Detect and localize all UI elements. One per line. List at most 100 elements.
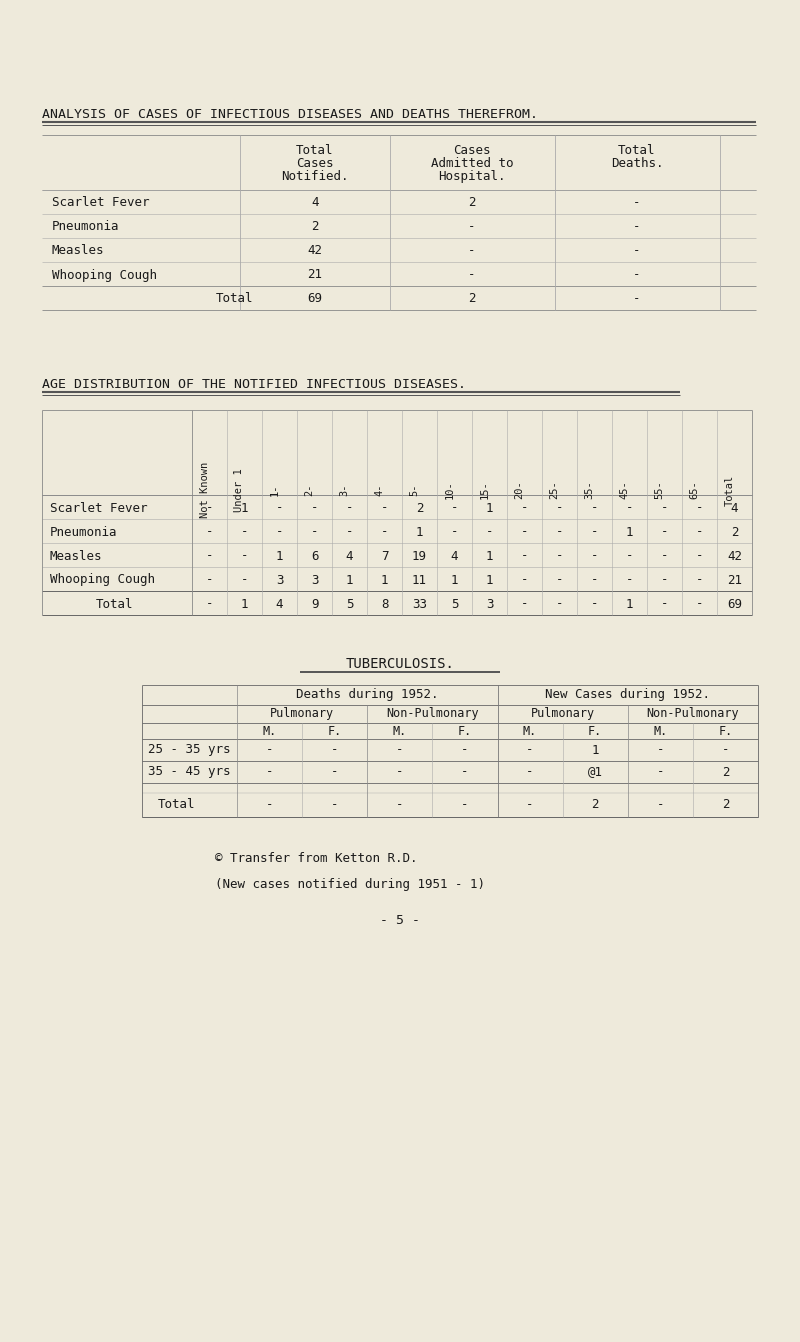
Text: Hospital.: Hospital. — [438, 170, 506, 183]
Text: -: - — [206, 502, 214, 514]
Text: TUBERCULOSIS.: TUBERCULOSIS. — [346, 658, 454, 671]
Text: © Transfer from Ketton R.D.: © Transfer from Ketton R.D. — [215, 852, 418, 866]
Text: 2: 2 — [468, 196, 476, 209]
Text: M.: M. — [523, 725, 537, 738]
Text: -: - — [486, 526, 494, 538]
Text: Total: Total — [216, 293, 254, 306]
Text: 1: 1 — [346, 573, 354, 586]
Text: -: - — [556, 526, 563, 538]
Text: -: - — [346, 526, 354, 538]
Text: Pulmonary: Pulmonary — [270, 707, 334, 721]
Text: -: - — [276, 526, 283, 538]
Text: -: - — [206, 549, 214, 562]
Text: 4: 4 — [346, 549, 354, 562]
Text: -: - — [657, 765, 664, 778]
Text: -: - — [521, 573, 528, 586]
Text: Cases: Cases — [296, 157, 334, 170]
Text: 1: 1 — [486, 549, 494, 562]
Text: -: - — [526, 798, 534, 812]
Text: -: - — [331, 765, 338, 778]
Text: -: - — [661, 502, 668, 514]
Text: -: - — [590, 573, 598, 586]
Text: -: - — [468, 268, 476, 282]
Text: -: - — [468, 244, 476, 258]
Text: Measles: Measles — [50, 549, 102, 562]
Text: -: - — [696, 502, 703, 514]
Text: -: - — [556, 549, 563, 562]
Text: 2-: 2- — [305, 483, 314, 497]
Text: - 5 -: - 5 - — [380, 914, 420, 927]
Text: 1: 1 — [626, 597, 634, 611]
Text: -: - — [396, 765, 403, 778]
Text: -: - — [521, 549, 528, 562]
Text: 11: 11 — [412, 573, 427, 586]
Text: 6: 6 — [310, 549, 318, 562]
Text: 45-: 45- — [619, 480, 630, 499]
Text: -: - — [381, 502, 388, 514]
Text: 55-: 55- — [654, 480, 665, 499]
Text: -: - — [556, 502, 563, 514]
Text: 3: 3 — [486, 597, 494, 611]
Text: -: - — [526, 743, 534, 757]
Text: -: - — [634, 293, 641, 306]
Text: 69: 69 — [307, 293, 322, 306]
Text: 42: 42 — [727, 549, 742, 562]
Text: 2: 2 — [591, 798, 599, 812]
Text: -: - — [657, 743, 664, 757]
Text: -: - — [266, 765, 274, 778]
Text: 2: 2 — [311, 220, 318, 234]
Text: 3-: 3- — [339, 483, 350, 497]
Text: -: - — [634, 268, 641, 282]
Text: F.: F. — [458, 725, 472, 738]
Text: 1: 1 — [486, 573, 494, 586]
Text: -: - — [634, 244, 641, 258]
Text: -: - — [241, 573, 248, 586]
Text: M.: M. — [653, 725, 667, 738]
Text: -: - — [331, 798, 338, 812]
Text: -: - — [634, 196, 641, 209]
Text: -: - — [521, 597, 528, 611]
Text: -: - — [661, 549, 668, 562]
Text: -: - — [696, 597, 703, 611]
Text: 2: 2 — [722, 798, 729, 812]
Text: -: - — [521, 526, 528, 538]
Text: 25 - 35 yrs: 25 - 35 yrs — [148, 743, 230, 757]
Text: 1: 1 — [276, 549, 283, 562]
Text: 1: 1 — [486, 502, 494, 514]
Text: 1: 1 — [241, 597, 248, 611]
Text: 42: 42 — [307, 244, 322, 258]
Text: 3: 3 — [310, 573, 318, 586]
Text: -: - — [450, 502, 458, 514]
Text: Scarlet Fever: Scarlet Fever — [50, 502, 147, 514]
Text: Total: Total — [725, 474, 734, 506]
Text: -: - — [381, 526, 388, 538]
Text: -: - — [556, 597, 563, 611]
Text: Whooping Cough: Whooping Cough — [52, 268, 157, 282]
Text: 21: 21 — [307, 268, 322, 282]
Text: Total: Total — [296, 144, 334, 157]
Text: @1: @1 — [588, 765, 602, 778]
Text: Pulmonary: Pulmonary — [530, 707, 594, 721]
Text: -: - — [661, 573, 668, 586]
Text: ANALYSIS OF CASES OF INFECTIOUS DISEASES AND DEATHS THEREFROM.: ANALYSIS OF CASES OF INFECTIOUS DISEASES… — [42, 107, 538, 121]
Text: -: - — [461, 743, 469, 757]
Text: F.: F. — [588, 725, 602, 738]
Text: M.: M. — [262, 725, 277, 738]
Text: -: - — [241, 526, 248, 538]
Text: -: - — [590, 526, 598, 538]
Text: -: - — [657, 798, 664, 812]
Text: 5: 5 — [450, 597, 458, 611]
Text: Deaths during 1952.: Deaths during 1952. — [296, 688, 438, 701]
Text: -: - — [241, 549, 248, 562]
Text: -: - — [206, 526, 214, 538]
Text: -: - — [696, 573, 703, 586]
Text: Pneumonia: Pneumonia — [52, 220, 119, 234]
Text: 10-: 10- — [445, 480, 454, 499]
Text: Whooping Cough: Whooping Cough — [50, 573, 155, 586]
Text: 15-: 15- — [479, 480, 490, 499]
Text: 4: 4 — [730, 502, 738, 514]
Text: 2: 2 — [730, 526, 738, 538]
Text: 5: 5 — [346, 597, 354, 611]
Text: 2: 2 — [468, 293, 476, 306]
Text: 19: 19 — [412, 549, 427, 562]
